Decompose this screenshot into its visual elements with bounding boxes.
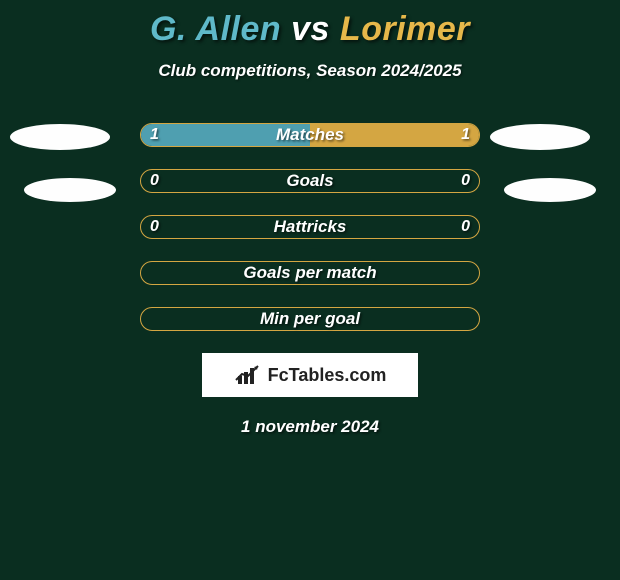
stat-label: Goals [140,169,480,193]
logo-box: FcTables.com [202,353,418,397]
stat-row: Hattricks0 0 [0,215,620,239]
stat-rows: Matches11Goals00Hattricks00Goals per mat… [0,123,620,331]
avatar-ellipse [490,124,590,150]
avatar-ellipse [24,178,116,202]
subtitle: Club competitions, Season 2024/2025 [0,61,620,81]
page-title: G. Allen vs Lorimer [0,0,620,49]
avatar-ellipse [10,124,110,150]
stat-row: Goals per match [0,261,620,285]
stat-value-left: 0 [150,215,159,239]
stat-value-right: 0 [461,215,470,239]
stat-value-right: 1 [461,123,470,147]
chart-icon [234,364,262,386]
logo-suffix: Tables.com [289,365,387,385]
logo-text: FcTables.com [268,365,387,386]
title-left-name: G. Allen [150,10,281,48]
title-right-name: Lorimer [340,10,470,48]
comparison-card: G. Allen vs Lorimer Club competitions, S… [0,0,620,580]
stat-value-left: 0 [150,169,159,193]
stat-label: Min per goal [140,307,480,331]
stat-value-left: 1 [150,123,159,147]
date-text: 1 november 2024 [0,417,620,437]
stat-label: Matches [140,123,480,147]
stat-row: Min per goal [0,307,620,331]
stat-label: Hattricks [140,215,480,239]
stat-label: Goals per match [140,261,480,285]
stat-value-right: 0 [461,169,470,193]
avatar-ellipse [504,178,596,202]
title-vs: vs [291,10,330,48]
logo-prefix: Fc [268,365,289,385]
